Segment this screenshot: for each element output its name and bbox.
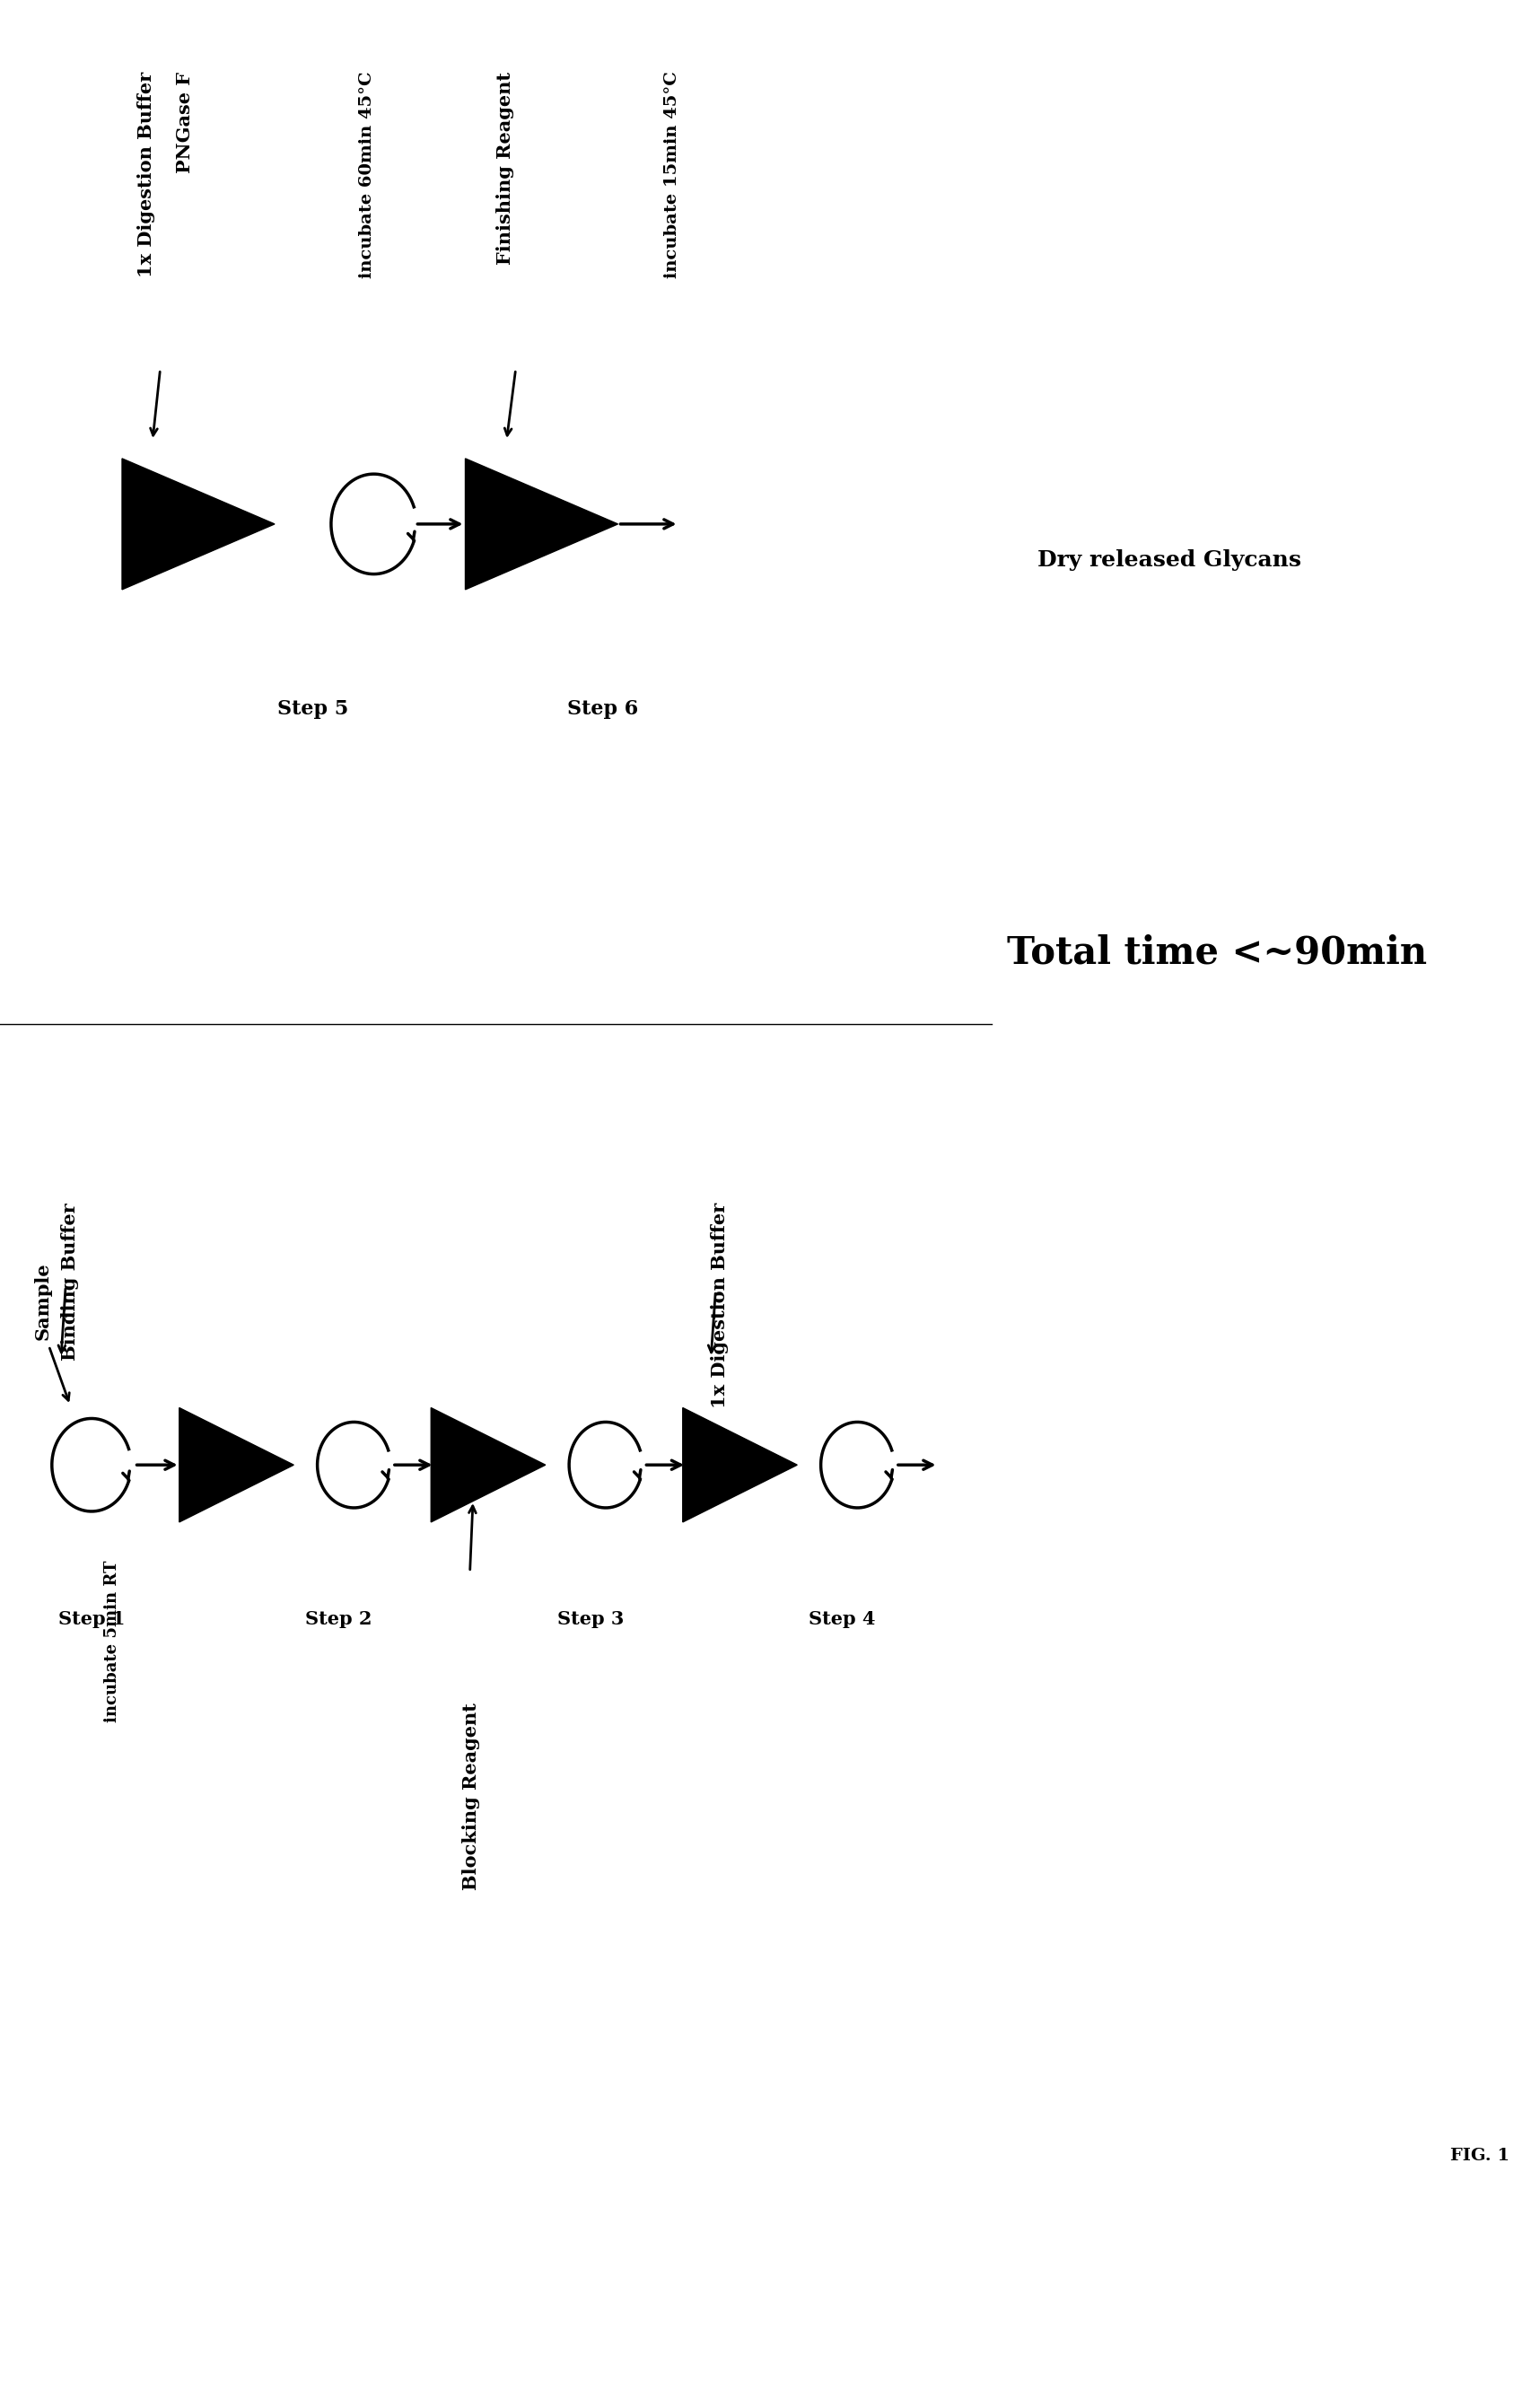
Text: Binding Buffer: Binding Buffer	[62, 1203, 79, 1360]
Text: incubate 60min 45°C: incubate 60min 45°C	[359, 71, 374, 279]
Text: Step 6: Step 6	[567, 700, 638, 719]
Text: Blocking Reagent: Blocking Reagent	[462, 1703, 480, 1891]
Text: Step 3: Step 3	[557, 1610, 624, 1629]
Text: Dry released Glycans: Dry released Glycans	[1038, 548, 1301, 572]
Text: Step 2: Step 2	[305, 1610, 373, 1629]
Text: PNGase F: PNGase F	[176, 71, 194, 174]
Polygon shape	[431, 1408, 545, 1522]
Text: Total time <~90min: Total time <~90min	[1007, 934, 1428, 972]
Text: FIG. 1: FIG. 1	[1451, 2149, 1509, 2163]
Text: Step 1: Step 1	[59, 1610, 125, 1629]
Text: 1x Digestion Buffer: 1x Digestion Buffer	[711, 1203, 728, 1408]
Text: 1x Digestion Buffer: 1x Digestion Buffer	[137, 71, 156, 276]
Polygon shape	[179, 1408, 294, 1522]
Text: Step 5: Step 5	[277, 700, 348, 719]
Text: Step 4: Step 4	[809, 1610, 876, 1629]
Polygon shape	[682, 1408, 798, 1522]
Polygon shape	[122, 457, 274, 588]
Text: incubate 15min 45°C: incubate 15min 45°C	[664, 71, 679, 279]
Text: incubate 5min RT: incubate 5min RT	[103, 1560, 120, 1722]
Text: Finishing Reagent: Finishing Reagent	[496, 71, 514, 264]
Text: Sample: Sample	[34, 1262, 51, 1341]
Polygon shape	[465, 457, 618, 588]
